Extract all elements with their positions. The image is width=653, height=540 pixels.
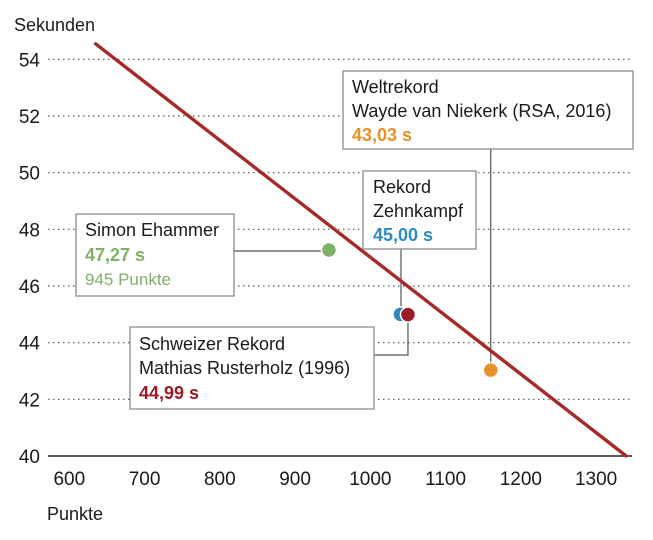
leader-line-schweizer	[374, 314, 409, 356]
annotation-schweizer-rekord: Schweizer Rekord Mathias Rusterholz (199…	[129, 326, 375, 410]
x-tick-label-1300: 1300	[575, 469, 617, 490]
annotation-box-weltrekord	[342, 70, 634, 150]
annotation-weltrekord-value: 43,03 s	[352, 125, 412, 145]
annotation-box-schweizer-rekord	[129, 326, 375, 410]
series-line-layer	[93, 42, 628, 458]
annotation-zehnkampf: Rekord Zehnkampf 45,00 s	[362, 170, 477, 250]
annotation-box-zehnkampf	[362, 170, 477, 250]
annotation-ehammer-value: 47,27 s	[85, 245, 145, 265]
annotation-ehammer-points: 945 Punkte	[85, 270, 171, 289]
y-tick-label-46: 46	[19, 277, 40, 298]
x-tick-label-1100: 1100	[425, 469, 466, 490]
annotation-schweizer-value: 44,99 s	[139, 383, 199, 403]
annotation-zehnkampf-line1: Rekord	[373, 177, 431, 197]
annotation-ehammer-line1: Simon Ehammer	[85, 220, 219, 240]
annotation-zehnkampf-value: 45,00 s	[373, 225, 433, 245]
annotation-zehnkampf-line2: Zehnkampf	[373, 201, 464, 221]
x-tick-label-1000: 1000	[349, 469, 391, 490]
x-axis-title: Punkte	[47, 504, 103, 524]
x-tick-label-700: 700	[129, 469, 161, 490]
y-axis-title: Sekunden	[14, 15, 95, 35]
point-schweizer-rekord	[399, 306, 417, 323]
y-tick-label-48: 48	[19, 220, 40, 241]
series-line	[93, 42, 628, 458]
annotation-weltrekord-line2: Wayde van Niekerk (RSA, 2016)	[352, 101, 611, 121]
annotation-schweizer-line2: Mathias Rusterholz (1996)	[139, 358, 350, 378]
tick-labels: 40 42 44 46 48 50 52 54 600 700 800 900 1000 1100 1200…	[19, 50, 617, 490]
x-tick-label-800: 800	[204, 469, 236, 490]
y-tick-label-50: 50	[19, 164, 40, 185]
point-weltrekord	[482, 361, 500, 379]
gridlines	[48, 58, 632, 457]
y-tick-label-54: 54	[19, 50, 41, 71]
y-tick-label-42: 42	[19, 390, 40, 411]
annotation-weltrekord-line1: Weltrekord	[352, 77, 439, 97]
point-ehammer	[320, 241, 338, 259]
y-tick-label-40: 40	[19, 447, 40, 468]
annotation-schweizer-line1: Schweizer Rekord	[139, 334, 285, 354]
annotation-box-ehammer	[75, 213, 235, 297]
y-tick-label-44: 44	[19, 334, 41, 355]
leader-lines	[234, 149, 492, 371]
annotation-ehammer: Simon Ehammer 47,27 s 945 Punkte	[75, 213, 235, 297]
annotation-weltrekord: Weltrekord Wayde van Niekerk (RSA, 2016)…	[342, 70, 634, 150]
data-points	[320, 241, 500, 379]
x-tick-label-900: 900	[279, 469, 311, 490]
x-tick-label-1200: 1200	[500, 469, 542, 490]
y-tick-label-52: 52	[19, 107, 40, 128]
x-tick-label-600: 600	[53, 469, 85, 490]
